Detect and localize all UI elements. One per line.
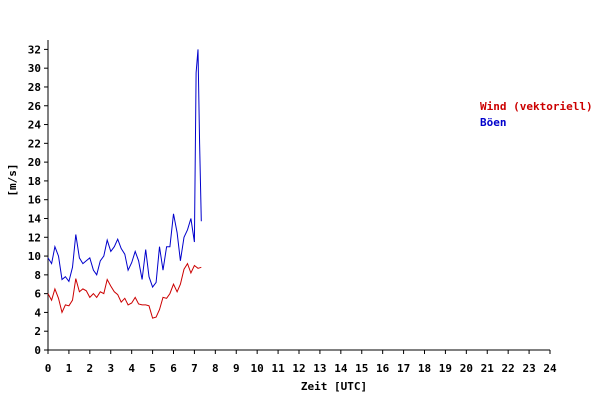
series-line-wind: [47, 262, 202, 319]
y-tick-label: 2: [34, 325, 41, 338]
x-tick-label: 16: [376, 362, 390, 375]
axes: [47, 40, 550, 351]
x-tick-label: 0: [45, 362, 52, 375]
y-tick-label: 28: [28, 81, 41, 94]
y-axis-title: [m/s]: [6, 163, 19, 196]
x-tick-label: 21: [481, 362, 495, 375]
x-tick-label: 13: [313, 362, 326, 375]
y-tick-label: 6: [34, 288, 41, 301]
y-tick-label: 0: [34, 344, 41, 357]
y-tick-label: 26: [28, 100, 42, 113]
x-tick-label: 11: [271, 362, 285, 375]
y-tick-label: 32: [28, 43, 41, 56]
x-tick-label: 10: [251, 362, 264, 375]
x-tick-label: 8: [212, 362, 219, 375]
x-tick-label: 3: [107, 362, 114, 375]
series-layer: [47, 49, 202, 319]
x-tick-label: 5: [149, 362, 156, 375]
y-tick-label: 8: [34, 269, 41, 282]
x-tick-label: 9: [233, 362, 240, 375]
x-tick-label: 2: [87, 362, 94, 375]
x-tick-label: 6: [170, 362, 177, 375]
x-tick-label: 20: [460, 362, 473, 375]
x-tick-label: 19: [439, 362, 452, 375]
x-tick-label: 24: [543, 362, 557, 375]
y-tick-label: 4: [34, 306, 41, 319]
y-tick-label: 10: [28, 250, 41, 263]
x-tick-label: 14: [334, 362, 348, 375]
y-tick-label: 24: [28, 119, 42, 132]
x-tick-label: 1: [66, 362, 73, 375]
legend-wind: Wind (vektoriell): [480, 100, 593, 113]
x-tick-label: 7: [191, 362, 198, 375]
x-tick-label: 18: [418, 362, 431, 375]
x-tick-label: 22: [502, 362, 515, 375]
y-tick-label: 16: [28, 194, 42, 207]
x-tick-label: 23: [522, 362, 535, 375]
x-tick-label: 12: [292, 362, 305, 375]
y-tick-label: 30: [28, 62, 41, 75]
series-line-gusts: [47, 49, 202, 289]
x-tick-label: 15: [355, 362, 368, 375]
y-tick-label: 12: [28, 231, 41, 244]
x-axis-title: Zeit [UTC]: [301, 380, 367, 393]
x-tick-label: 17: [397, 362, 410, 375]
y-tick-label: 14: [28, 212, 42, 225]
legend-gusts: Böen: [480, 116, 507, 129]
y-tick-label: 18: [28, 175, 41, 188]
x-axis-ticks: 0 1 2 3 4 5 6 7 8 9 10 11 12 13 14 15 16 17 18 19 20 21 22 23 24: [45, 350, 557, 375]
y-tick-label: 22: [28, 137, 41, 150]
x-tick-label: 4: [128, 362, 135, 375]
y-tick-label: 20: [28, 156, 41, 169]
